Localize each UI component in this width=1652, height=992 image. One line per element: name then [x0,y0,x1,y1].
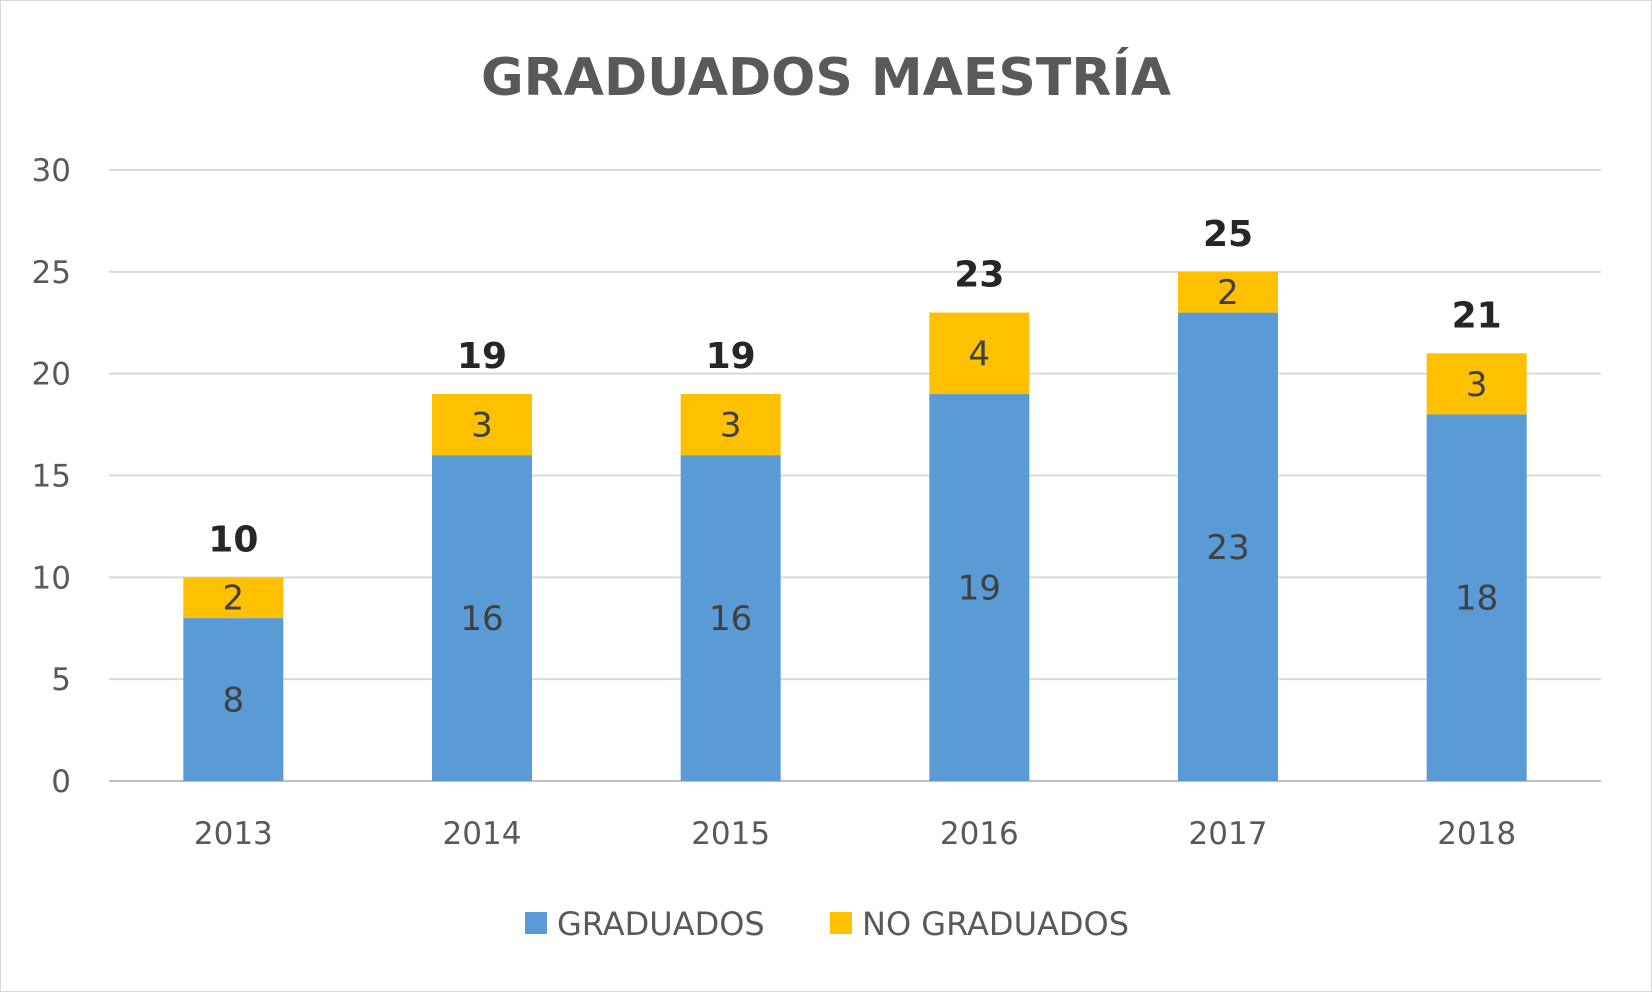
x-tick-label: 2018 [1437,816,1516,852]
segment-value-label: 19 [958,569,1001,609]
bar-no-graduados-2017 [1178,271,1278,313]
legend-label: NO GRADUADOS [862,905,1129,943]
legend: GRADUADOS NO GRADUADOS [525,905,1129,943]
total-value-label: 19 [457,336,507,377]
bar-graduados-2018 [1426,414,1527,781]
y-tick-label: 20 [32,357,71,393]
bar-graduados-2014 [432,455,532,781]
bars [183,271,1527,781]
total-value-label: 21 [1452,295,1502,336]
y-axis-ticks: 0 5 10 15 20 25 30 [32,153,71,800]
segment-value-label: 18 [1455,579,1498,619]
y-tick-label: 30 [32,153,71,189]
y-tick-label: 10 [32,560,71,596]
legend-label: GRADUADOS [557,905,765,943]
segment-value-label: 3 [1466,365,1488,405]
data-labels: 8 2 10 16 3 19 16 3 19 19 4 23 23 2 25 18 3 21 [208,214,1501,721]
bar-graduados-2016 [929,394,1030,781]
total-value-label: 19 [706,336,756,377]
x-tick-label: 2014 [443,816,522,852]
x-tick-label: 2016 [940,816,1019,852]
segment-value-label: 2 [223,579,245,619]
total-value-label: 10 [208,519,258,560]
segment-value-label: 23 [1206,528,1249,568]
segment-value-label: 3 [720,406,742,446]
y-tick-label: 15 [32,459,71,495]
bar-graduados-2013 [183,618,284,781]
legend-swatch-no-graduados [830,912,852,934]
y-tick-label: 5 [51,662,71,698]
y-tick-label: 25 [32,255,71,291]
segment-value-label: 16 [460,599,503,639]
legend-swatch-graduados [525,912,547,934]
bar-no-graduados-2016 [929,312,1030,395]
bar-graduados-2017 [1178,312,1278,781]
x-tick-label: 2013 [194,816,273,852]
segment-value-label: 8 [223,681,245,721]
y-tick-label: 0 [51,764,71,800]
chart-title: GRADUADOS MAESTRÍA [481,47,1171,108]
bar-no-graduados-2015 [680,394,781,456]
total-value-label: 25 [1203,214,1253,255]
x-tick-label: 2015 [691,816,770,852]
bar-no-graduados-2018 [1426,353,1527,415]
bar-no-graduados-2013 [183,577,284,619]
segment-value-label: 2 [1217,273,1239,313]
total-value-label: 23 [954,255,1004,296]
x-tick-label: 2017 [1189,816,1268,852]
segment-value-label: 4 [969,334,991,374]
segment-value-label: 16 [709,599,752,639]
bar-no-graduados-2014 [432,394,532,456]
gridlines [109,169,1601,782]
bar-graduados-2015 [680,455,781,781]
x-axis-ticks: 2013 2014 2015 2016 2017 2018 [194,816,1516,852]
segment-value-label: 3 [471,406,493,446]
